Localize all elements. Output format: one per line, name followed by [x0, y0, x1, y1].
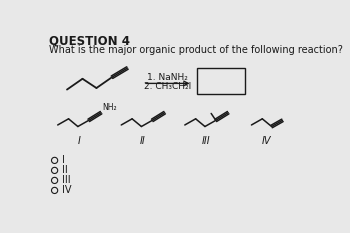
Text: II: II: [140, 136, 146, 146]
Text: I: I: [62, 155, 65, 165]
Text: 2. CH₃CH₂I: 2. CH₃CH₂I: [144, 82, 191, 91]
Text: I: I: [78, 136, 81, 146]
Text: IV: IV: [62, 185, 72, 195]
Text: 1. NaNH₂: 1. NaNH₂: [147, 73, 188, 82]
Bar: [197, 68, 245, 94]
Text: QUESTION 4: QUESTION 4: [49, 34, 130, 47]
Text: What is the major organic product of the following reaction?: What is the major organic product of the…: [49, 45, 343, 55]
Text: NH₂: NH₂: [102, 103, 117, 112]
Text: IV: IV: [262, 136, 272, 146]
Text: III: III: [62, 175, 71, 185]
Text: III: III: [202, 136, 211, 146]
Text: II: II: [62, 165, 68, 175]
